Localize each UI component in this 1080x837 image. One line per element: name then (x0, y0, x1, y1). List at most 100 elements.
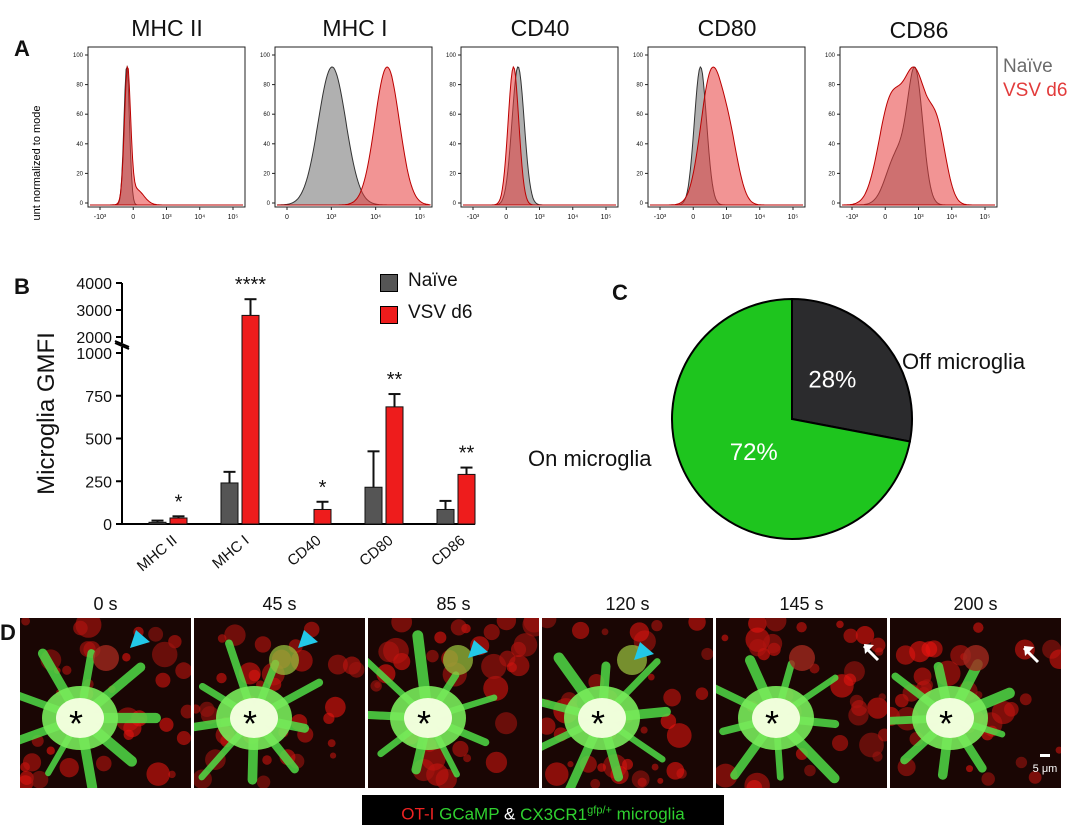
cell-speckle (513, 633, 538, 657)
asterisk-mark: * (69, 703, 83, 744)
cell-speckle (843, 628, 858, 643)
microscopy-image: * (194, 621, 365, 788)
cell-speckle (567, 761, 574, 768)
x-tick-label: 10³ (326, 214, 337, 221)
x-tick-label: 10⁵ (601, 214, 612, 221)
cell-speckle (256, 775, 271, 788)
x-tick-label: 10⁴ (946, 214, 957, 221)
y-tick-label: 20 (449, 171, 456, 177)
legend-b-vsv-swatch (380, 306, 398, 324)
y-tick-label: 60 (828, 112, 835, 118)
y-tick-label: 4000 (76, 276, 112, 293)
y-tick-label: 1000 (76, 346, 112, 363)
caption-oti: OT-I (401, 804, 435, 824)
cell-speckle (832, 735, 849, 752)
cell-speckle (1028, 770, 1042, 784)
cell-speckle (59, 757, 79, 778)
cell-speckle (1019, 693, 1032, 706)
panel-a-histograms: 0 20 40 60 80 100 -10³ 0 10³ 10⁴ 10⁵ 0 20 40 60 80 100 0 1… (73, 46, 998, 221)
cell-speckle (426, 649, 439, 663)
x-tick-label: 0 (883, 214, 887, 221)
cell-speckle (762, 633, 783, 654)
bar-VSV d6-CD40 (313, 508, 332, 525)
cell-speckle (855, 626, 875, 645)
cell-speckle (175, 662, 191, 680)
cell-speckle (695, 687, 709, 700)
legend-a-naive: Naïve (1003, 56, 1053, 77)
cell-speckle (657, 777, 664, 784)
y-tick-label: 60 (263, 112, 270, 118)
panel-d-caption: OT-I GCaMP & CX3CR1gfp/+ microglia (362, 795, 724, 825)
x-tick-label: 10⁴ (370, 214, 381, 221)
cell-speckle (146, 762, 171, 786)
cell-speckle (155, 672, 171, 688)
y-tick-label: 3000 (76, 303, 112, 320)
caption-gcamp: GCaMP (439, 804, 500, 824)
y-tick-label: 0 (80, 201, 84, 207)
cell-speckle (688, 618, 706, 631)
x-tick-label: 10³ (721, 214, 732, 221)
cell-speckle (965, 765, 974, 773)
x-tick-label: -10³ (654, 214, 667, 221)
cell-speckle (647, 673, 655, 681)
histogram-curve (650, 66, 803, 206)
y-tick-label: 60 (636, 112, 643, 118)
bar-VSV d6-MHC II (169, 517, 188, 525)
panel-a-letter: A (14, 36, 30, 61)
cell-speckle (878, 728, 887, 742)
microscopy-frame: * 5 μm (890, 618, 1061, 788)
x-tick-label: 10⁴ (754, 214, 765, 221)
arrowhead-icon (1024, 646, 1034, 656)
cell-speckle (383, 637, 409, 664)
scale-bar-label: 5 μm (1033, 763, 1058, 775)
histogram-2: 0 20 40 60 80 100 0 10³ 10⁴ 10⁵ (260, 46, 433, 221)
histogram-curve (90, 65, 243, 206)
cell-speckle (254, 636, 272, 653)
cell-speckle (1015, 756, 1028, 769)
cell-speckle (640, 726, 648, 734)
y-tick-label: 40 (636, 142, 643, 148)
cell-speckle (496, 618, 517, 631)
x-tick-label: -10³ (846, 214, 859, 221)
cell-speckle (590, 778, 601, 788)
microscopy-image: * (368, 618, 539, 788)
arrowhead-icon (864, 644, 874, 654)
x-tick-label: 0 (691, 214, 695, 221)
y-tick-label: 0 (103, 517, 112, 534)
legend-a-vsv: VSV d6 (1003, 80, 1068, 101)
panel-c-letter: C (612, 280, 628, 305)
y-tick-label: 750 (85, 389, 112, 406)
cell-speckle (325, 696, 346, 718)
cell-speckle (716, 763, 738, 788)
caption-microglia: microglia (616, 804, 685, 824)
cell-speckle (421, 746, 446, 771)
cell-speckle (62, 665, 72, 675)
y-tick-label: 2000 (76, 330, 112, 347)
microglia-core (56, 698, 104, 738)
x-tick-label: 10³ (913, 214, 924, 221)
histogram-4: 0 20 40 60 80 100 -10³ 0 10³ 10⁴ 10⁵ (633, 46, 806, 221)
microscopy-image: * (716, 618, 887, 788)
histogram-1: 0 20 40 60 80 100 -10³ 0 10³ 10⁴ 10⁵ (73, 46, 246, 221)
x-tick-label: 10⁵ (980, 214, 991, 221)
histogram-5: 0 20 40 60 80 100 -10³ 0 10³ 10⁴ 10⁵ (825, 46, 998, 221)
histogram-curve (463, 66, 616, 206)
microscopy-frame: * (542, 618, 713, 788)
cell-speckle (701, 647, 713, 661)
y-tick-label: 80 (76, 83, 83, 89)
cell-speckle (348, 661, 365, 678)
cell-speckle (20, 775, 34, 788)
cell-speckle (878, 693, 886, 701)
cell-speckle (180, 704, 191, 719)
cell-speckle (859, 732, 884, 758)
cell-speckle (176, 731, 191, 746)
cell-speckle (851, 699, 868, 717)
cell-speckle (323, 712, 335, 724)
pie-label-off: Off microglia (902, 349, 1026, 374)
cell-speckle (1055, 746, 1061, 754)
significance-label: ** (387, 369, 403, 391)
pie-percent-label: 28% (808, 366, 856, 393)
asterisk-mark: * (243, 703, 257, 744)
timepoint-label: 145 s (779, 594, 824, 614)
